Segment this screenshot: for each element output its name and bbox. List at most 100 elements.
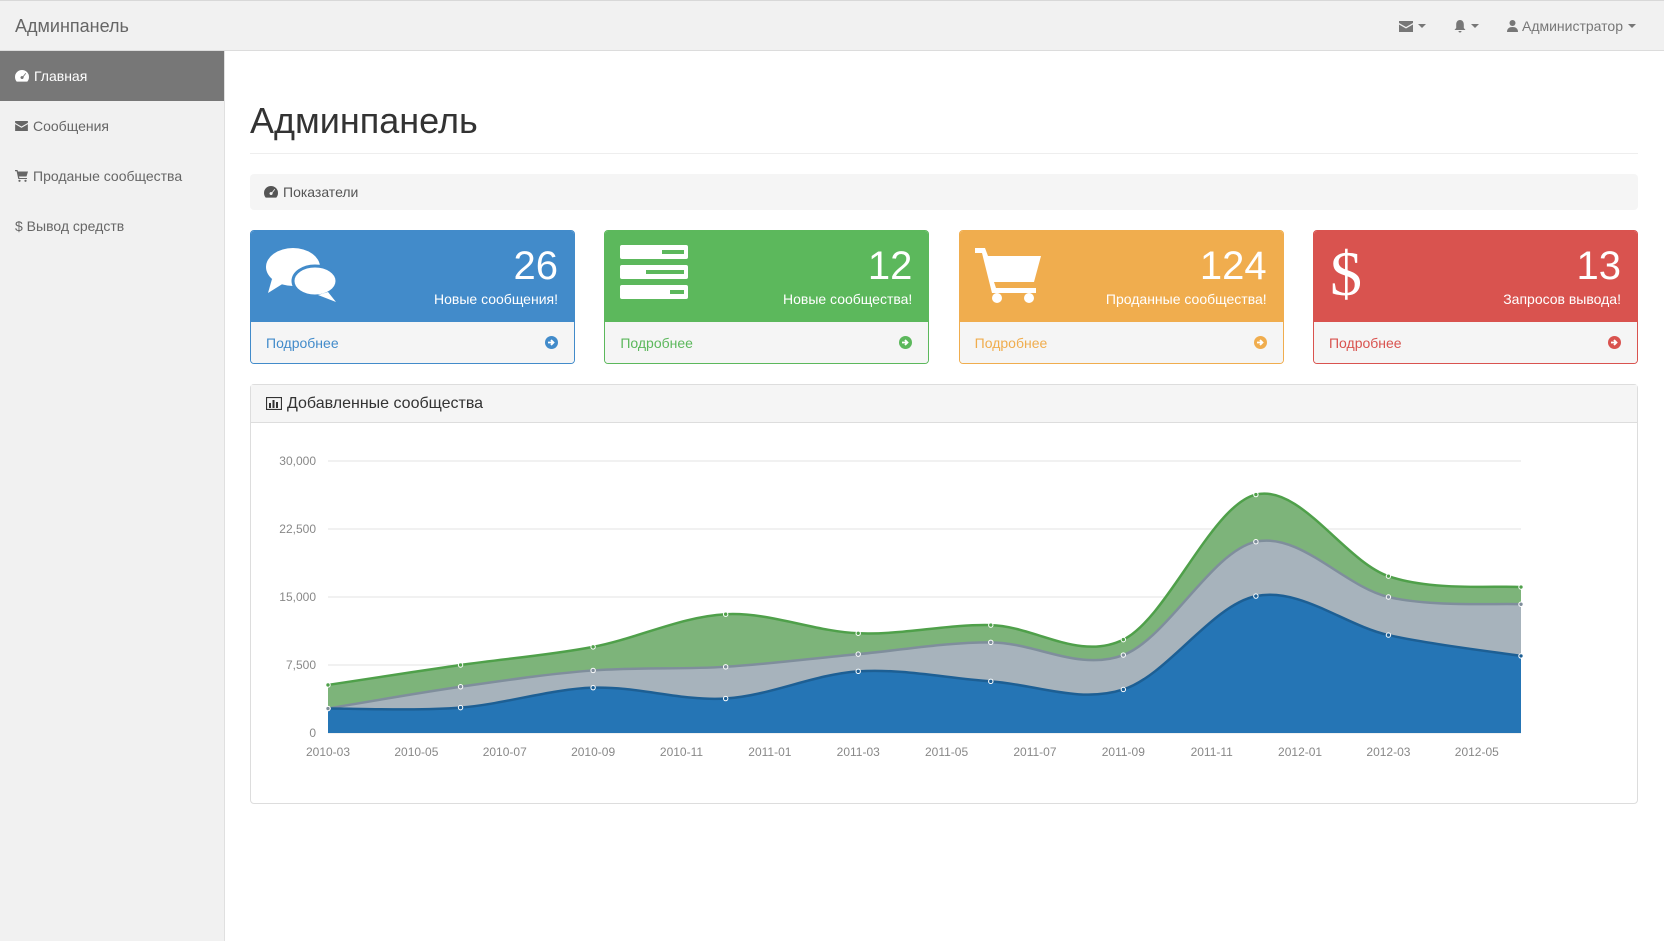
- data-point: [1253, 491, 1259, 498]
- data-point: [1518, 601, 1524, 607]
- bar-chart-icon: [266, 397, 282, 410]
- x-tick-label: 2011-11: [1191, 745, 1234, 759]
- series-line-1: [327, 539, 1522, 710]
- data-point: [855, 630, 861, 636]
- x-tick-label: 2010-11: [660, 745, 703, 759]
- data-point: [1120, 686, 1127, 693]
- sidebar-item-messages[interactable]: Сообщения: [0, 101, 224, 151]
- stat-panels: 26 Новые сообщения! Подробнее 12: [250, 230, 1638, 364]
- x-tick-label: 2012-05: [1455, 745, 1499, 759]
- x-tick-label: 2011-07: [1013, 745, 1056, 759]
- arrow-circle-right-icon: [1607, 336, 1621, 349]
- data-point: [722, 695, 729, 702]
- sidebar: Главная Сообщения Проданые сообщества $ …: [0, 51, 225, 941]
- panel-heading: $ 13 Запросов вывода!: [1313, 231, 1637, 321]
- breadcrumb: Показатели: [250, 174, 1638, 210]
- shopping-cart-icon: [974, 248, 1041, 303]
- sidebar-item-label: Главная: [34, 68, 88, 84]
- data-point: [988, 678, 994, 685]
- chart-body: 0 7,500 15,000 22,500 30,000 2010-03 2010-05 20…: [251, 423, 1637, 803]
- details-link[interactable]: Подробнее: [1313, 321, 1637, 363]
- messages-dropdown[interactable]: [1398, 20, 1426, 32]
- area-series-0: [328, 594, 1521, 733]
- area-chart: 0 7,500 15,000 22,500 30,000 2010-03 2010-05 20…: [279, 454, 1524, 759]
- sidebar-item-sold-communities[interactable]: Проданые сообщества: [0, 151, 224, 201]
- stat-panel-withdraw: $ 13 Запросов вывода! Подробнее: [1312, 230, 1638, 364]
- data-point: [722, 611, 729, 617]
- caret-down-icon: [1628, 24, 1636, 28]
- y-tick-label: 30,000: [279, 454, 316, 468]
- data-point: [325, 705, 331, 712]
- dashboard-icon: [264, 186, 278, 198]
- series-line-2: [327, 492, 1522, 687]
- dollar-icon: $: [1329, 238, 1362, 309]
- panel-number: 26: [513, 244, 559, 288]
- data-point: [855, 651, 861, 657]
- arrow-circle-right-icon: [1253, 336, 1267, 349]
- details-link[interactable]: Подробнее: [251, 321, 574, 363]
- data-point: [457, 662, 464, 668]
- envelope-icon: [15, 121, 28, 131]
- x-tick-label: 2010-07: [483, 745, 527, 759]
- arrow-circle-right-icon: [899, 336, 913, 349]
- details-label: Подробнее: [1328, 334, 1402, 351]
- panel-heading: 124 Проданные сообщества!: [959, 231, 1283, 321]
- data-point: [1385, 594, 1392, 600]
- y-tick-label: 22,500: [279, 522, 316, 536]
- data-point: [1120, 652, 1127, 658]
- data-point: [1518, 584, 1524, 590]
- x-tick-label: 2012-03: [1366, 745, 1410, 759]
- user-name: Администратор: [1521, 18, 1623, 34]
- brand-title[interactable]: Админпанель: [15, 16, 129, 36]
- panel-caption: Запросов вывода!: [1503, 291, 1621, 307]
- data-point: [1253, 538, 1259, 545]
- user-icon: [1506, 20, 1518, 32]
- panel-caption: Новые сообщения!: [434, 291, 558, 307]
- data-point: [457, 704, 464, 711]
- tasks-icon: [620, 245, 689, 299]
- y-tick-label: 7,500: [286, 658, 316, 672]
- x-tick-label: 2010-09: [571, 745, 615, 759]
- details-link[interactable]: Подробнее: [605, 321, 929, 363]
- stat-panel-messages: 26 Новые сообщения! Подробнее: [250, 230, 575, 364]
- sidebar-item-label: Сообщения: [33, 118, 109, 134]
- y-tick-label: 0: [309, 726, 316, 740]
- notifications-dropdown[interactable]: [1454, 19, 1479, 33]
- top-navbar: Админпанель Администратор: [0, 0, 1664, 51]
- sidebar-item-label: Проданые сообщества: [33, 168, 183, 184]
- chart-panel: Добавленные сообщества 0 7,500 15,000 22,50…: [250, 384, 1638, 804]
- data-point: [325, 682, 331, 688]
- dashboard-icon: [15, 70, 29, 82]
- comments-icon: [266, 248, 338, 302]
- caret-down-icon: [1417, 24, 1426, 28]
- sidebar-item-home[interactable]: Главная: [0, 51, 224, 101]
- data-point: [1120, 636, 1127, 643]
- panel-caption: Проданные сообщества!: [1105, 291, 1267, 307]
- details-label: Подробнее: [620, 334, 693, 351]
- panel-number: 12: [867, 244, 913, 288]
- x-tick-label: 2010-05: [394, 745, 438, 759]
- details-label: Подробнее: [266, 334, 339, 351]
- user-dropdown[interactable]: Администратор: [1506, 18, 1636, 34]
- sidebar-item-withdraw[interactable]: $ Вывод средств: [0, 201, 224, 251]
- x-tick-label: 2011-05: [925, 745, 968, 759]
- sidebar-item-label: $ Вывод средств: [15, 218, 125, 234]
- x-tick-label: 2012-01: [1278, 745, 1322, 759]
- details-label: Подробнее: [974, 334, 1048, 351]
- breadcrumb-label: Показатели: [283, 184, 359, 200]
- stat-panel-communities: 12 Новые сообщества! Подробнее: [604, 230, 930, 364]
- panel-heading: 26 Новые сообщения!: [251, 231, 574, 321]
- data-point: [855, 668, 861, 675]
- panel-caption: Новые сообщества!: [782, 291, 913, 307]
- x-tick-label: 2011-01: [748, 745, 791, 759]
- arrow-circle-right-icon: [545, 336, 558, 349]
- stat-panel-sold: 124 Проданные сообщества! Подробнее: [958, 230, 1284, 364]
- chart-panel-heading: Добавленные сообщества: [251, 385, 1637, 423]
- details-link[interactable]: Подробнее: [959, 321, 1283, 363]
- data-point: [590, 667, 596, 674]
- data-point: [988, 639, 994, 646]
- x-tick-label: 2011-03: [837, 745, 880, 759]
- cart-icon: [15, 170, 28, 182]
- data-point: [1385, 573, 1392, 579]
- page-header: Админпанель: [250, 99, 1638, 154]
